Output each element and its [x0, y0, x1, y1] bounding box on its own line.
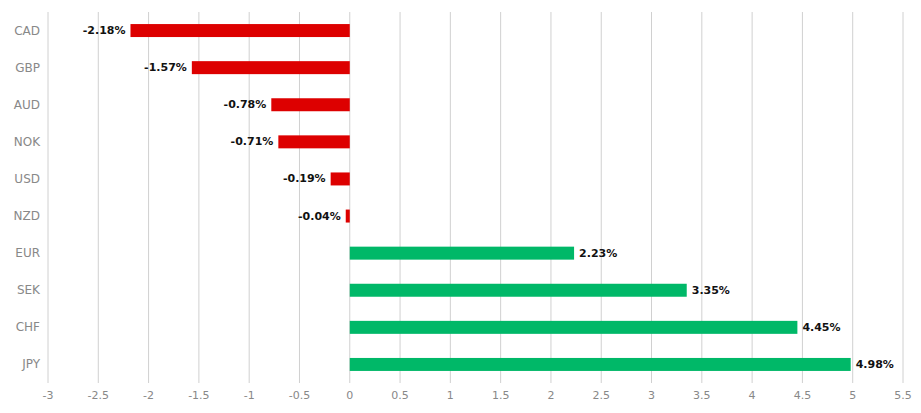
- data-label: -2.18%: [83, 24, 126, 37]
- bar: [350, 321, 798, 334]
- bar: [350, 284, 687, 297]
- data-label: 2.23%: [579, 247, 617, 260]
- y-tick-label: CAD: [14, 24, 40, 38]
- data-label: 3.35%: [692, 284, 730, 297]
- bar: [350, 358, 851, 371]
- x-tick-label: 0: [346, 389, 353, 402]
- chart-container: -3 -2.5 -2 -1.5 -1 -0.5 0 0.5 1 1.5 2 2.5 3 3.5 4 4.5 5 5…: [0, 0, 921, 413]
- data-label: -0.78%: [224, 98, 267, 111]
- x-tick-label: 0.5: [391, 389, 409, 402]
- data-label: 4.45%: [802, 321, 840, 334]
- x-tick-label: -3: [43, 389, 54, 402]
- chart-svg: -3 -2.5 -2 -1.5 -1 -0.5 0 0.5 1 1.5 2 2.5 3 3.5 4 4.5 5 5…: [0, 0, 921, 413]
- x-axis: -3 -2.5 -2 -1.5 -1 -0.5 0 0.5 1 1.5 2 2.5 3 3.5 4 4.5 5 5…: [43, 389, 912, 402]
- bar: [278, 135, 349, 148]
- data-label: -0.71%: [231, 135, 274, 148]
- x-tick-label: -1: [244, 389, 255, 402]
- y-tick-label: SEK: [17, 283, 41, 297]
- data-labels: -2.18% -1.57% -0.78% -0.71% -0.19% -0.04% 2.23…: [83, 24, 894, 371]
- grid: [48, 12, 903, 383]
- bar: [271, 98, 349, 111]
- data-label: -0.19%: [283, 172, 326, 185]
- x-tick-label: 2: [547, 389, 554, 402]
- x-tick-label: 3: [648, 389, 655, 402]
- x-tick-label: 5: [849, 389, 856, 402]
- grid-line: [852, 12, 853, 383]
- x-tick-label: 1: [447, 389, 454, 402]
- y-tick-label: NZD: [14, 209, 40, 223]
- bar: [192, 61, 350, 74]
- y-tick-label: GBP: [15, 61, 40, 75]
- x-tick-label: -1.5: [188, 389, 209, 402]
- grid-line: [903, 12, 904, 383]
- y-tick-label: EUR: [15, 246, 40, 260]
- x-tick-label: -2: [143, 389, 154, 402]
- x-tick-label: 5.5: [894, 389, 912, 402]
- grid-line: [98, 12, 99, 383]
- x-tick-label: 2.5: [592, 389, 610, 402]
- y-tick-label: USD: [14, 172, 40, 186]
- bar: [331, 172, 350, 185]
- bars: [130, 24, 850, 371]
- data-label: 4.98%: [856, 358, 894, 371]
- y-tick-label: NOK: [14, 135, 41, 149]
- data-label: -1.57%: [144, 61, 187, 74]
- x-tick-label: -2.5: [88, 389, 109, 402]
- x-tick-label: 4.5: [794, 389, 812, 402]
- bar: [350, 247, 574, 260]
- bar: [346, 210, 350, 223]
- y-tick-label: CHF: [16, 320, 40, 334]
- bar: [130, 24, 349, 37]
- x-tick-label: 3.5: [693, 389, 711, 402]
- y-axis: CAD GBP AUD NOK USD NZD EUR SEK CHF JPY: [14, 24, 42, 372]
- y-tick-label: AUD: [14, 98, 40, 112]
- x-tick-label: 1.5: [492, 389, 510, 402]
- x-tick-label: 4: [749, 389, 756, 402]
- x-tick-label: -0.5: [289, 389, 310, 402]
- data-label: -0.04%: [298, 210, 341, 223]
- grid-line: [48, 12, 49, 383]
- y-tick-label: JPY: [21, 357, 41, 371]
